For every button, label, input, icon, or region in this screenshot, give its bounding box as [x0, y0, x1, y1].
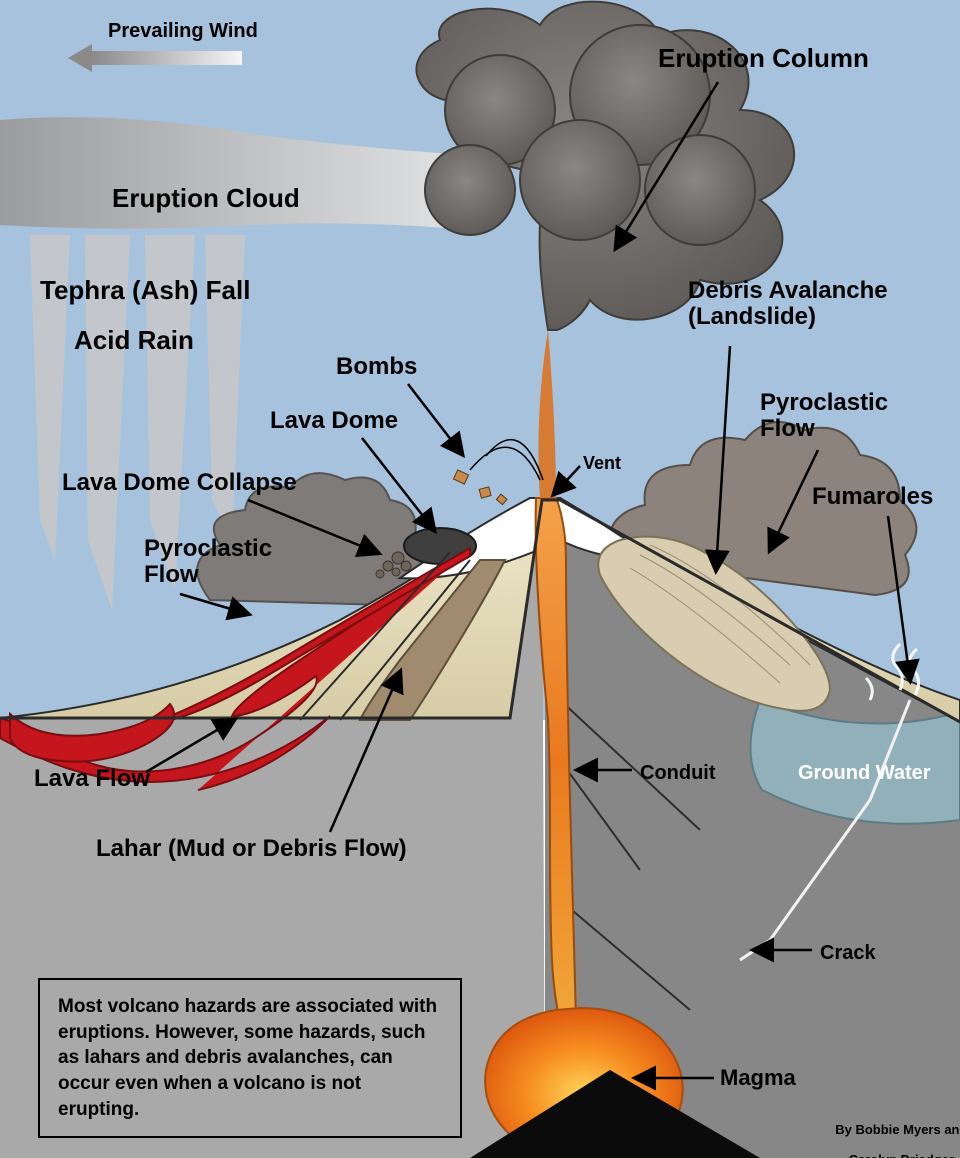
- volcano-diagram: Prevailing Wind Eruption Column Eruption…: [0, 0, 960, 1158]
- label-lava-flow: Lava Flow: [34, 766, 150, 792]
- credit-line-2: Carolyn Driedger: [849, 1152, 954, 1158]
- credit-line-1: By Bobbie Myers and: [835, 1122, 960, 1137]
- label-pyroclastic-right: Pyroclastic Flow: [760, 390, 888, 443]
- label-conduit: Conduit: [640, 762, 716, 784]
- label-eruption-cloud: Eruption Cloud: [112, 184, 300, 213]
- label-ground-water: Ground Water: [798, 762, 931, 784]
- label-eruption-column: Eruption Column: [658, 44, 869, 73]
- info-box-text: Most volcano hazards are associated with…: [58, 996, 437, 1120]
- label-fumaroles: Fumaroles: [812, 484, 933, 510]
- label-lava-dome: Lava Dome: [270, 408, 398, 434]
- label-magma: Magma: [720, 1066, 796, 1090]
- label-lahar: Lahar (Mud or Debris Flow): [96, 836, 407, 862]
- label-prevailing-wind: Prevailing Wind: [108, 20, 258, 42]
- credit: By Bobbie Myers and Carolyn Driedger 200…: [828, 1108, 960, 1158]
- label-crack: Crack: [820, 942, 876, 964]
- label-pyroclastic-left: Pyroclastic Flow: [144, 536, 272, 589]
- info-box: Most volcano hazards are associated with…: [38, 978, 462, 1138]
- label-vent: Vent: [583, 454, 621, 474]
- label-tephra: Tephra (Ash) Fall: [40, 276, 250, 305]
- label-bombs: Bombs: [336, 354, 417, 380]
- label-lava-dome-collapse: Lava Dome Collapse: [62, 470, 297, 496]
- label-acid-rain: Acid Rain: [74, 326, 194, 355]
- label-debris-avalanche: Debris Avalanche (Landslide): [688, 278, 888, 331]
